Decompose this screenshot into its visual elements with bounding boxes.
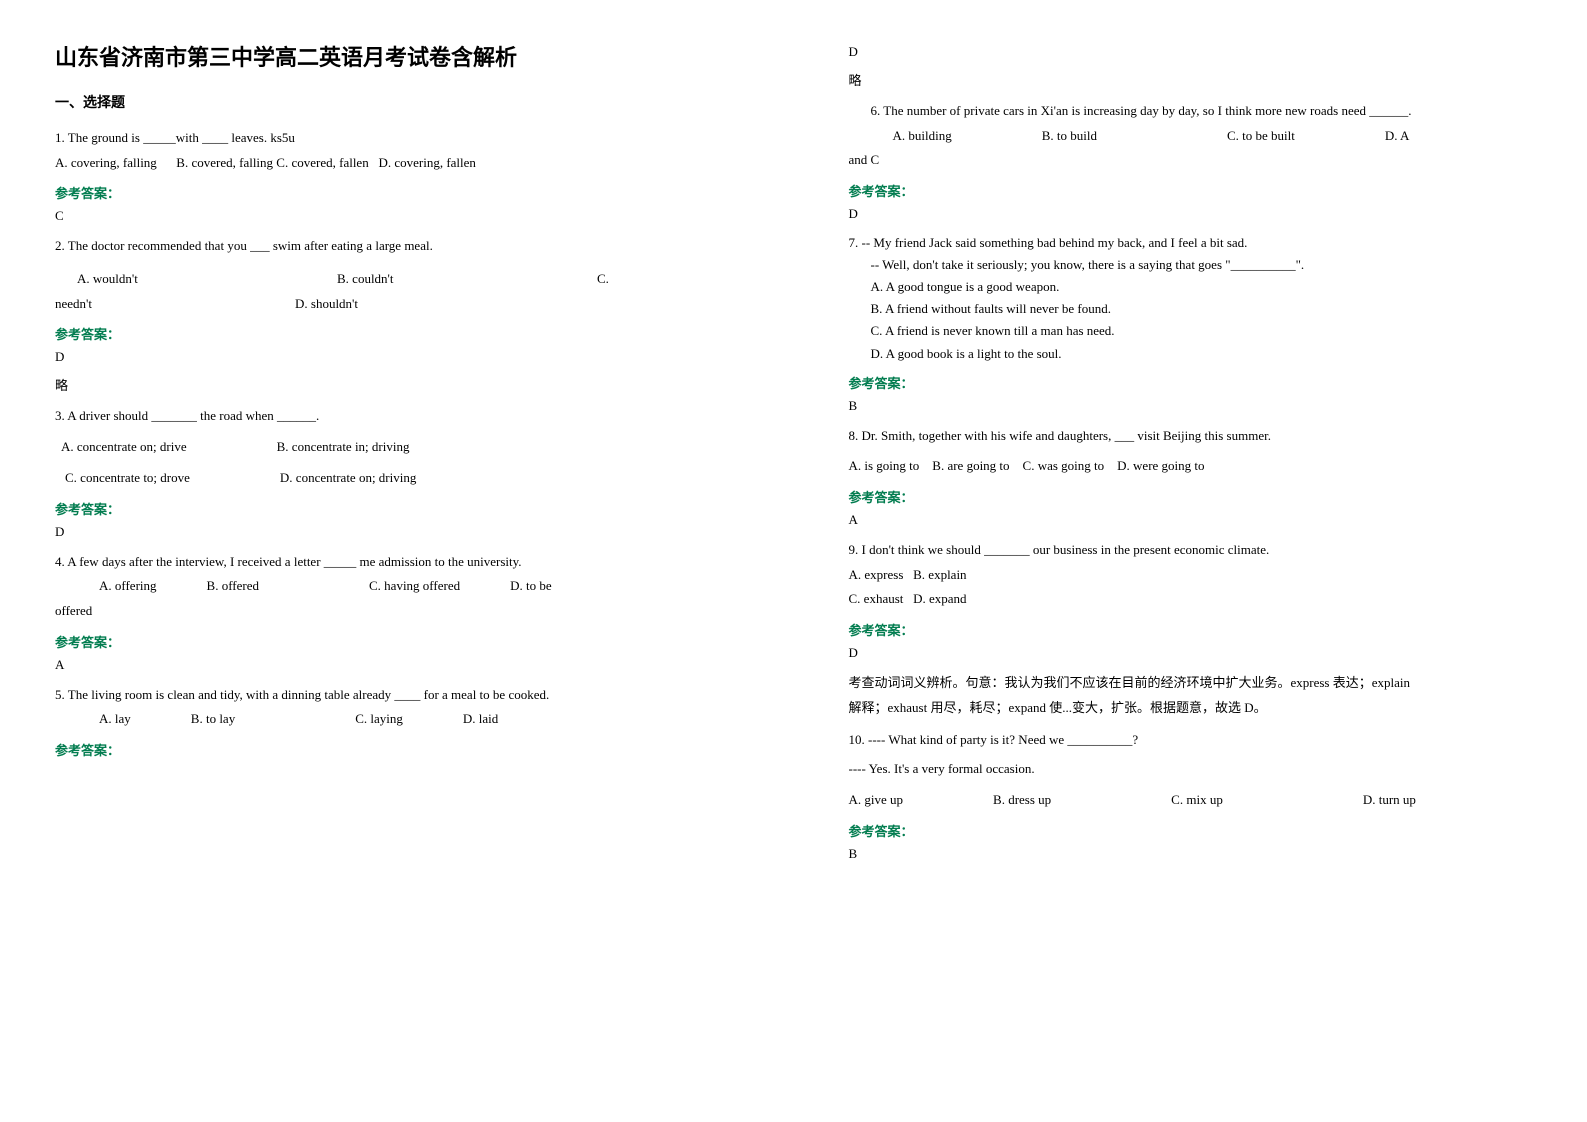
q2-d: D. shouldn't	[295, 292, 358, 317]
q5-a: A. lay	[99, 707, 131, 732]
q5-lue: 略	[849, 70, 1538, 89]
q10: 10. ---- What kind of party is it? Need …	[849, 728, 1538, 812]
q1: 1. The ground is _____with ____ leaves. …	[55, 126, 744, 175]
q4-last: offered	[55, 599, 744, 624]
q5-c: C. laying	[295, 707, 403, 732]
q10-d: D. turn up	[1313, 788, 1416, 813]
answer-label: 参考答案：	[55, 183, 744, 202]
q9-exp1: 考查动词词义辨析。句意：我认为我们不应该在目前的经济环境中扩大业务。expres…	[849, 671, 1538, 696]
answer-label: 参考答案：	[55, 324, 744, 343]
q8: 8. Dr. Smith, together with his wife and…	[849, 424, 1538, 479]
q1-answer: C	[55, 208, 744, 224]
q7: 7. -- My friend Jack said something bad …	[849, 232, 1538, 365]
q2: 2. The doctor recommended that you ___ s…	[55, 234, 744, 316]
q5: 5. The living room is clean and tidy, wi…	[55, 683, 744, 732]
q9: 9. I don't think we should _______ our b…	[849, 538, 1538, 612]
q7-b: B. A friend without faults will never be…	[849, 298, 1538, 320]
q2-needn: needn't	[55, 292, 235, 317]
q6-c: C. to be built	[1187, 124, 1295, 149]
right-column: D 略 6. The number of private cars in Xi'…	[794, 0, 1587, 1122]
q9-explain: 考查动词词义辨析。句意：我认为我们不应该在目前的经济环境中扩大业务。expres…	[849, 671, 1538, 720]
q1-options: A. covering, falling B. covered, falling…	[55, 151, 744, 176]
q8-options: A. is going to B. are going to C. was go…	[849, 454, 1538, 479]
q9-exp2: 解释；exhaust 用尽，耗尽；expand 使...变大，扩张。根据题意，故…	[849, 696, 1538, 721]
q6-answer: D	[849, 206, 1538, 222]
answer-label: 参考答案：	[849, 181, 1538, 200]
answer-label: 参考答案：	[55, 499, 744, 518]
q2-row2: needn't D. shouldn't	[55, 292, 744, 317]
q6-a: A. building	[893, 124, 952, 149]
q7-stem2: -- Well, don't take it seriously; you kn…	[849, 254, 1538, 276]
q4-stem: 4. A few days after the interview, I rec…	[55, 550, 744, 575]
q10-a: A. give up	[849, 788, 904, 813]
q5-d: D. laid	[463, 707, 498, 732]
q6-stem: 6. The number of private cars in Xi'an i…	[849, 99, 1538, 124]
q2-lue: 略	[55, 375, 744, 394]
answer-label: 参考答案：	[849, 620, 1538, 639]
q7-stem1: 7. -- My friend Jack said something bad …	[849, 232, 1538, 254]
section-heading: 一、选择题	[55, 92, 744, 112]
q8-answer: A	[849, 512, 1538, 528]
q4-c: C. having offered	[309, 574, 460, 599]
q10-stem: 10. ---- What kind of party is it? Need …	[849, 728, 1538, 753]
q7-answer: B	[849, 398, 1538, 414]
q3: 3. A driver should _______ the road when…	[55, 404, 744, 490]
q7-c: C. A friend is never known till a man ha…	[849, 320, 1538, 342]
q3-stem: 3. A driver should _______ the road when…	[55, 404, 744, 429]
q2-row1: A. wouldn't B. couldn't C.	[55, 267, 744, 292]
q10-line2: ---- Yes. It's a very formal occasion.	[849, 757, 1538, 782]
q1-stem: 1. The ground is _____with ____ leaves. …	[55, 126, 744, 151]
q4-d: D. to be	[510, 574, 552, 599]
page-title: 山东省济南市第三中学高二英语月考试卷含解析	[55, 40, 744, 72]
q2-stem: 2. The doctor recommended that you ___ s…	[55, 234, 744, 259]
answer-label: 参考答案：	[55, 632, 744, 651]
answer-label: 参考答案：	[849, 487, 1538, 506]
q6: 6. The number of private cars in Xi'an i…	[849, 99, 1538, 173]
q9-answer: D	[849, 645, 1538, 661]
q10-c: C. mix up	[1141, 788, 1223, 813]
q3-b: B. concentrate in; driving	[277, 435, 410, 460]
q9-stem: 9. I don't think we should _______ our b…	[849, 538, 1538, 563]
q3-c: C. concentrate to; drove	[55, 466, 190, 491]
q8-stem: 8. Dr. Smith, together with his wife and…	[849, 424, 1538, 449]
q6-b: B. to build	[1042, 124, 1097, 149]
q5-stem: 5. The living room is clean and tidy, wi…	[55, 683, 744, 708]
q3-a: A. concentrate on; drive	[55, 435, 187, 460]
answer-label: 参考答案：	[849, 373, 1538, 392]
q3-d: D. concentrate on; driving	[280, 466, 416, 491]
q7-a: A. A good tongue is a good weapon.	[849, 276, 1538, 298]
q9-ab: A. express B. explain	[849, 563, 1538, 588]
q2-answer: D	[55, 349, 744, 365]
q10-answer: B	[849, 846, 1538, 862]
q6-d: D. A	[1385, 124, 1410, 149]
q9-cd: C. exhaust D. expand	[849, 587, 1538, 612]
q2-a: A. wouldn't	[77, 267, 277, 292]
q3-answer: D	[55, 524, 744, 540]
q4: 4. A few days after the interview, I rec…	[55, 550, 744, 624]
q4-answer: A	[55, 657, 744, 673]
answer-label: 参考答案：	[849, 821, 1538, 840]
q10-b: B. dress up	[993, 788, 1051, 813]
q4-b: B. offered	[207, 574, 259, 599]
q7-d: D. A good book is a light to the soul.	[849, 343, 1538, 365]
q5-answer: D	[849, 44, 1538, 60]
left-column: 山东省济南市第三中学高二英语月考试卷含解析 一、选择题 1. The groun…	[0, 0, 794, 1122]
answer-label: 参考答案：	[55, 740, 744, 759]
q2-b: B. couldn't	[337, 267, 537, 292]
q5-b: B. to lay	[191, 707, 235, 732]
q4-a: A. offering	[99, 574, 157, 599]
q6-last: and C	[849, 148, 1538, 173]
q2-c: C.	[597, 267, 609, 292]
